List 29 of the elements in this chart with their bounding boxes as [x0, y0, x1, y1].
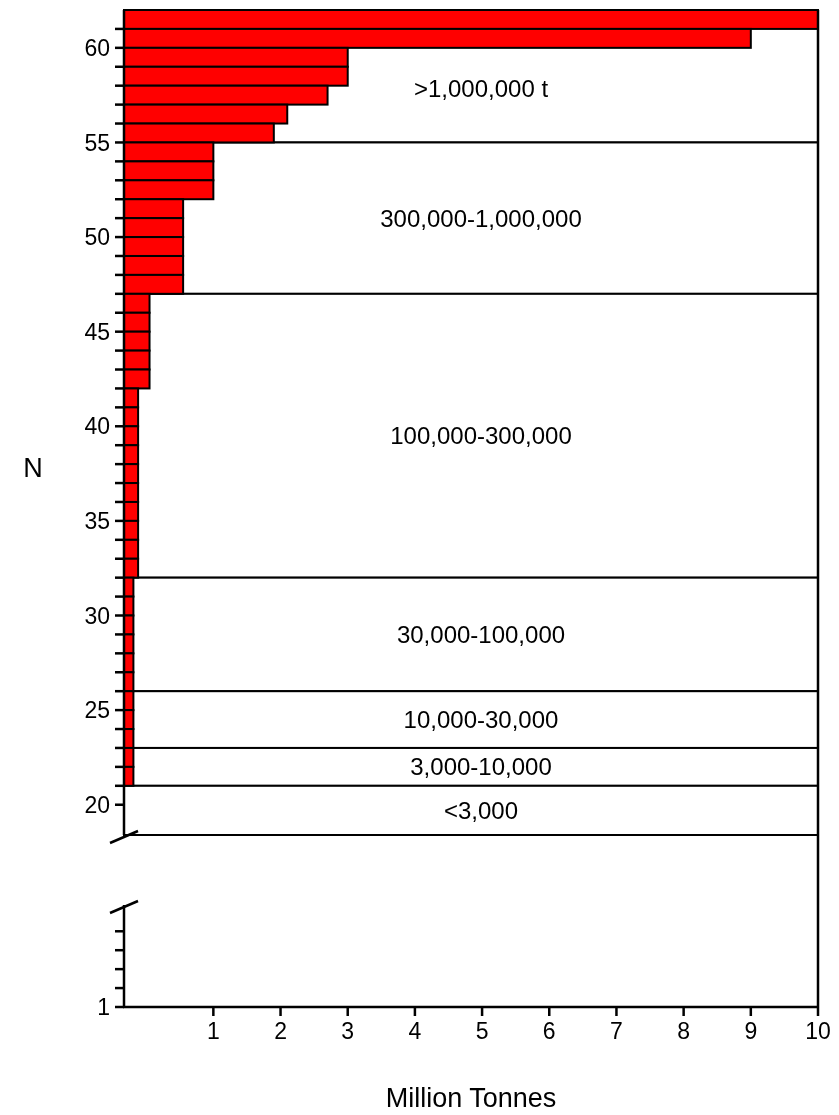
band-label: 3,000-10,000 — [410, 753, 552, 781]
x-tick-label: 1 — [206, 1018, 220, 1044]
band-label: 10,000-30,000 — [403, 705, 559, 733]
x-tick-label: 4 — [408, 1018, 422, 1044]
y-tick-label: 45 — [84, 318, 110, 345]
y-tick-label: 55 — [84, 129, 110, 156]
y-tick-label: 20 — [84, 791, 110, 818]
x-tick-label: 10 — [805, 1018, 831, 1044]
y-tick-label: 50 — [84, 224, 110, 251]
y-tick-label: 30 — [84, 602, 110, 629]
text: 1 — [97, 994, 110, 1021]
x-tick-label: 6 — [542, 1018, 556, 1044]
x-tick-label: 9 — [744, 1018, 758, 1044]
y-tick-label: 35 — [84, 507, 110, 534]
band-label: <3,000 — [443, 796, 519, 824]
band-label: 300,000-1,000,000 — [380, 204, 582, 232]
x-tick-label: 5 — [475, 1018, 489, 1044]
y-tick-label: 40 — [84, 413, 110, 440]
y-axis-title: N — [23, 452, 43, 483]
x-tick-label: 2 — [274, 1018, 287, 1044]
band-label: 100,000-300,000 — [390, 422, 572, 450]
y-tick-label: 60 — [84, 34, 110, 61]
x-tick-label: 8 — [677, 1018, 691, 1044]
band-label: 30,000-100,000 — [396, 620, 566, 648]
y-tick-label: 25 — [84, 697, 110, 724]
x-tick-label: 3 — [341, 1018, 355, 1044]
band-label: >1,000,000 t — [413, 74, 549, 102]
x-axis-title: Million Tonnes — [385, 1083, 557, 1113]
x-tick-label: 7 — [610, 1018, 623, 1044]
